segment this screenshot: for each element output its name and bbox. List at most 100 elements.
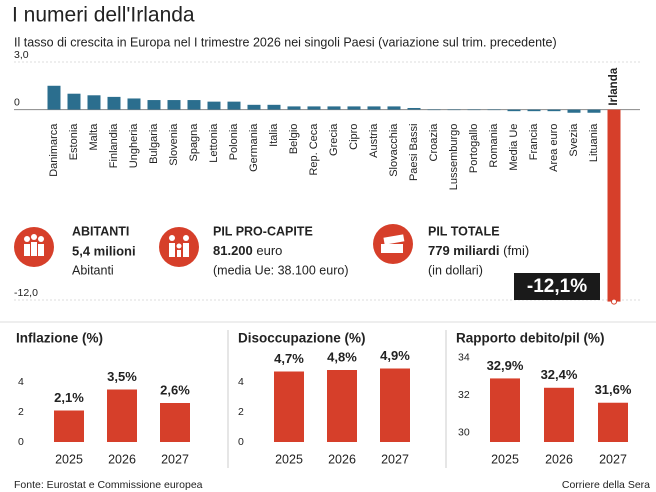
stat-label: ABITANTI <box>72 224 129 238</box>
value-label: 4,9% <box>380 348 410 363</box>
stat-value: 5,4 milioni <box>72 243 136 258</box>
bar <box>587 109 601 113</box>
category-label: Irlanda <box>608 67 620 105</box>
bar <box>54 410 84 442</box>
category-label: Polonia <box>228 123 240 161</box>
y-tick-label: 0 <box>238 436 244 448</box>
category-label: Rep. Ceca <box>308 123 320 176</box>
bar <box>127 98 141 110</box>
stat-value-line: 81.200 euro <box>213 243 282 258</box>
stat-value-line: 779 miliardi (fmi) <box>428 243 529 258</box>
category-label: Lussemburgo <box>448 124 460 191</box>
category-label: Bulgaria <box>148 123 160 164</box>
value-label-box <box>514 273 600 300</box>
x-tick-label: 2027 <box>381 452 409 466</box>
bar <box>274 371 304 442</box>
bar <box>247 104 261 110</box>
value-label: -12,1% <box>527 276 587 297</box>
category-label: Francia <box>528 123 540 161</box>
category-label: Svezia <box>568 123 580 157</box>
bar <box>607 109 621 302</box>
category-label: Malta <box>88 123 100 151</box>
bar <box>287 106 301 110</box>
bar <box>367 106 381 110</box>
icon-money <box>381 234 405 253</box>
y-tick-label: 2 <box>18 406 24 418</box>
bar <box>347 106 361 110</box>
y-tick-label: 34 <box>458 352 470 364</box>
bar <box>427 109 441 111</box>
bar <box>507 109 521 112</box>
chart-title: Inflazione (%) <box>16 331 103 346</box>
value-label: 32,4% <box>541 367 578 382</box>
credit: Corriere della Sera <box>562 479 650 491</box>
category-label: Germania <box>248 123 260 172</box>
category-label: Paesi Bassi <box>408 124 420 181</box>
y-tick-label: 32 <box>458 389 470 401</box>
bar <box>598 402 628 442</box>
y-tick-label: 0 <box>18 436 24 448</box>
bar <box>227 101 241 110</box>
category-label: Danimarca <box>48 123 60 177</box>
category-label: Media Ue <box>508 124 520 171</box>
y-tick-label: 30 <box>458 426 470 438</box>
subtitle: Il tasso di crescita in Europa nel I tri… <box>14 35 557 49</box>
category-label: Lituania <box>588 123 600 162</box>
bar <box>567 109 581 113</box>
value-label: 2,6% <box>160 382 190 397</box>
category-label: Finlandia <box>108 123 120 169</box>
bar <box>387 106 401 110</box>
x-tick-label: 2025 <box>275 452 303 466</box>
stats: ABITANTI 5,4 milioni Abitanti PIL PRO-CA… <box>14 224 529 277</box>
stat-label: PIL PRO-CAPITE <box>213 224 313 238</box>
value-label: 31,6% <box>595 382 632 397</box>
category-label: Area euro <box>548 124 560 172</box>
bar <box>147 100 161 110</box>
category-label: Lettonia <box>208 123 220 163</box>
stat-unit: euro <box>256 243 282 258</box>
bar <box>547 109 561 112</box>
bar <box>327 106 341 110</box>
category-label: Cipro <box>348 124 360 150</box>
category-label: Spagna <box>188 123 200 162</box>
category-label: Estonia <box>68 123 80 161</box>
value-label: 4,8% <box>327 349 357 364</box>
y-tick-label: 4 <box>18 376 24 388</box>
x-tick-label: 2026 <box>545 452 573 466</box>
value-label: 3,5% <box>107 369 137 384</box>
category-label: Slovenia <box>168 123 180 166</box>
bar <box>107 389 137 442</box>
icon-family <box>169 235 189 257</box>
bar <box>447 109 461 111</box>
y-tick-label: 0 <box>14 96 20 108</box>
y-tick-label: -12,0 <box>14 287 38 299</box>
stat-note: (media Ue: 38.100 euro) <box>213 263 349 277</box>
y-tick-label: 3,0 <box>14 49 29 61</box>
category-label: Austria <box>368 123 380 158</box>
value-label: 4,7% <box>274 351 304 366</box>
bar <box>87 95 101 110</box>
bar <box>187 100 201 110</box>
stat-value: 779 miliardi <box>428 243 500 258</box>
category-label: Romania <box>488 123 500 168</box>
bar <box>67 93 81 110</box>
bar <box>380 368 410 442</box>
bar <box>327 370 357 442</box>
x-tick-label: 2025 <box>55 452 83 466</box>
bar <box>527 109 541 112</box>
stat-note: Abitanti <box>72 263 114 277</box>
category-label: Slovacchia <box>388 123 400 177</box>
bar <box>407 107 421 110</box>
x-tick-label: 2026 <box>108 452 136 466</box>
stat-note: (in dollari) <box>428 263 483 277</box>
bar <box>207 101 221 110</box>
category-label: Italia <box>268 123 280 147</box>
bar <box>107 96 121 110</box>
bar-end <box>611 298 617 305</box>
bar <box>307 106 321 110</box>
chart-title: Disoccupazione (%) <box>238 331 366 346</box>
source: Fonte: Eurostat e Commissione europea <box>14 479 203 491</box>
icon-people <box>24 234 44 256</box>
category-label: Grecia <box>328 123 340 156</box>
